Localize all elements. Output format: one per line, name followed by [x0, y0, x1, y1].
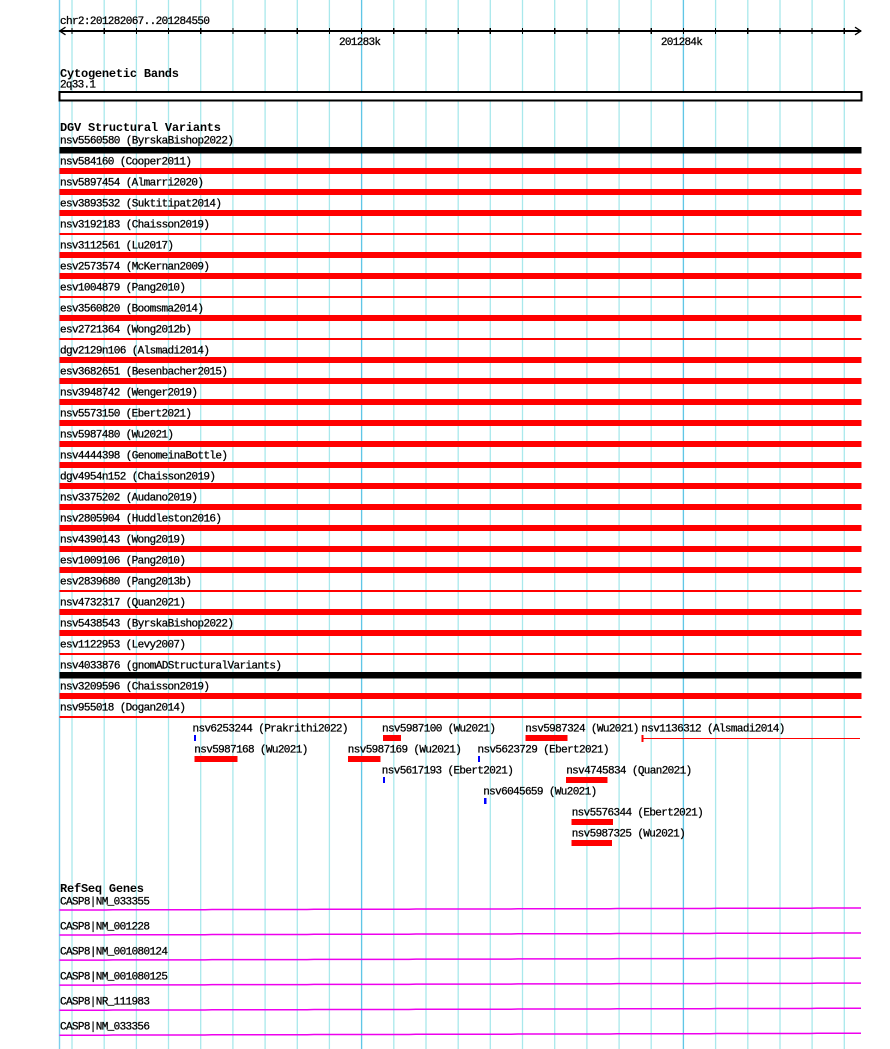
- svg-text:CASP8|NM_001080125: CASP8|NM_001080125: [60, 971, 168, 983]
- svg-text:nsv5573150 (Ebert2021): nsv5573150 (Ebert2021): [60, 409, 192, 421]
- svg-text:esv1009106 (Pang2010): esv1009106 (Pang2010): [60, 556, 186, 568]
- svg-text:esv1004879 (Pang2010): esv1004879 (Pang2010): [60, 283, 186, 295]
- svg-text:nsv5987325 (Wu2021): nsv5987325 (Wu2021): [572, 829, 686, 841]
- svg-text:nsv5623729 (Ebert2021): nsv5623729 (Ebert2021): [478, 745, 610, 757]
- svg-text:esv3682651 (Besenbacher2015): esv3682651 (Besenbacher2015): [60, 367, 228, 379]
- svg-text:nsv4444398 (GenomeinaBottle): nsv4444398 (GenomeinaBottle): [60, 451, 228, 463]
- svg-text:DGV Structural Variants: DGV Structural Variants: [60, 121, 221, 135]
- svg-text:nsv5987100 (Wu2021): nsv5987100 (Wu2021): [382, 724, 496, 736]
- svg-text:nsv5576344 (Ebert2021): nsv5576344 (Ebert2021): [572, 808, 704, 820]
- svg-text:nsv5987169 (Wu2021): nsv5987169 (Wu2021): [348, 745, 462, 757]
- svg-text:nsv5560580 (ByrskaBishop2022): nsv5560580 (ByrskaBishop2022): [60, 136, 234, 148]
- svg-text:2q33.1: 2q33.1: [60, 79, 96, 91]
- svg-text:CASP8|NM_001080124: CASP8|NM_001080124: [60, 946, 168, 958]
- svg-text:nsv5897454 (Almarri2020): nsv5897454 (Almarri2020): [60, 178, 204, 190]
- svg-text:esv3893532 (Suktitipat2014): esv3893532 (Suktitipat2014): [60, 199, 222, 211]
- svg-text:nsv6045659 (Wu2021): nsv6045659 (Wu2021): [483, 787, 597, 799]
- svg-text:esv2721364 (Wong2012b): esv2721364 (Wong2012b): [60, 325, 192, 337]
- svg-text:nsv2805904 (Huddleston2016): nsv2805904 (Huddleston2016): [60, 514, 222, 526]
- svg-text:CASP8|NM_001228: CASP8|NM_001228: [60, 921, 150, 933]
- svg-text:nsv955018 (Dogan2014): nsv955018 (Dogan2014): [60, 703, 186, 715]
- svg-text:CASP8|NR_111983: CASP8|NR_111983: [60, 996, 150, 1008]
- svg-text:nsv1136312 (Alsmadi2014): nsv1136312 (Alsmadi2014): [641, 724, 785, 736]
- svg-text:nsv4390143 (Wong2019): nsv4390143 (Wong2019): [60, 535, 186, 547]
- svg-text:esv2573574 (McKernan2009): esv2573574 (McKernan2009): [60, 262, 210, 274]
- svg-text:RefSeq Genes: RefSeq Genes: [60, 882, 144, 896]
- svg-text:nsv3112561 (Lu2017): nsv3112561 (Lu2017): [60, 241, 174, 253]
- svg-text:dgv2129n106 (Alsmadi2014): dgv2129n106 (Alsmadi2014): [60, 346, 210, 358]
- svg-text:nsv5987480 (Wu2021): nsv5987480 (Wu2021): [60, 430, 174, 442]
- svg-text:nsv3375202 (Audano2019): nsv3375202 (Audano2019): [60, 493, 198, 505]
- svg-text:CASP8|NM_033356: CASP8|NM_033356: [60, 1021, 150, 1033]
- svg-text:nsv5438543 (ByrskaBishop2022): nsv5438543 (ByrskaBishop2022): [60, 619, 234, 631]
- svg-text:nsv5987324 (Wu2021): nsv5987324 (Wu2021): [525, 724, 639, 736]
- svg-text:nsv3192183 (Chaisson2019): nsv3192183 (Chaisson2019): [60, 220, 210, 232]
- svg-text:nsv3209596 (Chaisson2019): nsv3209596 (Chaisson2019): [60, 682, 210, 694]
- svg-text:CASP8|NM_033355: CASP8|NM_033355: [60, 896, 150, 908]
- svg-text:esv3560820 (Boomsma2014): esv3560820 (Boomsma2014): [60, 304, 204, 316]
- svg-text:nsv584160 (Cooper2011): nsv584160 (Cooper2011): [60, 157, 192, 169]
- svg-text:esv1122953 (Levy2007): esv1122953 (Levy2007): [60, 640, 186, 652]
- svg-text:Cytogenetic Bands: Cytogenetic Bands: [60, 67, 179, 81]
- svg-text:201283k: 201283k: [339, 37, 381, 49]
- svg-text:nsv3948742 (Wenger2019): nsv3948742 (Wenger2019): [60, 388, 198, 400]
- svg-text:nsv4745834 (Quan2021): nsv4745834 (Quan2021): [566, 766, 692, 778]
- svg-text:nsv5987168 (Wu2021): nsv5987168 (Wu2021): [194, 745, 308, 757]
- svg-text:esv2839680 (Pang2013b): esv2839680 (Pang2013b): [60, 577, 192, 589]
- svg-text:nsv4732317 (Quan2021): nsv4732317 (Quan2021): [60, 598, 186, 610]
- svg-text:nsv6253244 (Prakrithi2022): nsv6253244 (Prakrithi2022): [193, 724, 349, 736]
- svg-text:nsv5617193 (Ebert2021): nsv5617193 (Ebert2021): [382, 766, 514, 778]
- svg-text:dgv4954n152 (Chaisson2019): dgv4954n152 (Chaisson2019): [60, 472, 216, 484]
- svg-text:chr2:201282067..201284550: chr2:201282067..201284550: [60, 16, 210, 28]
- svg-text:nsv4033876 (gnomADStructuralVa: nsv4033876 (gnomADStructuralVariants): [60, 661, 282, 673]
- svg-text:201284k: 201284k: [661, 37, 703, 49]
